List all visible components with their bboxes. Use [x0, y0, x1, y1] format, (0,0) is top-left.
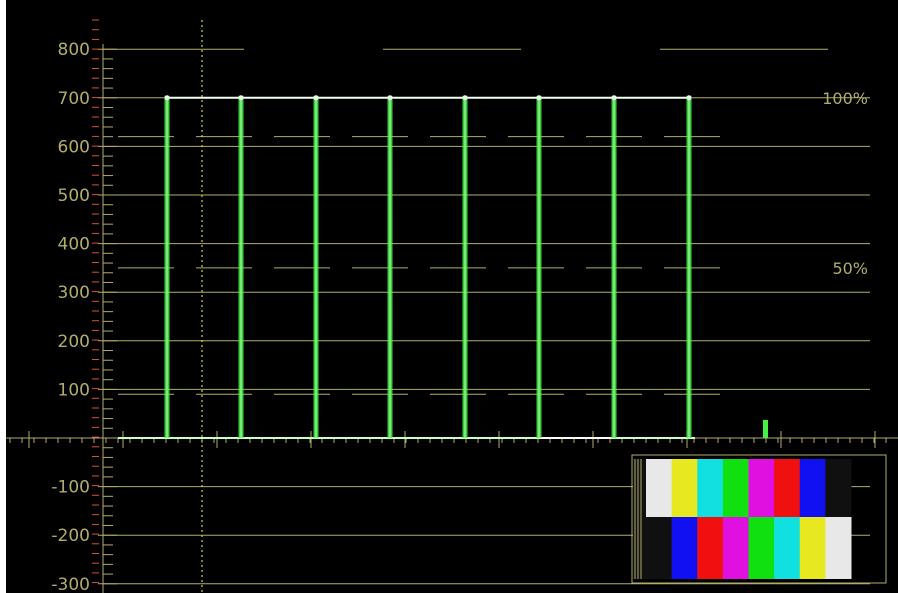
y-axis-labels: 800 700 600 500 400 300 200 100 -100 -200 -300: [51, 40, 90, 593]
top-color-bar: [748, 459, 775, 517]
bottom-color-bar: [774, 517, 801, 579]
waveform-trace: [118, 95, 768, 439]
waveform-peak-dot: [611, 95, 617, 101]
thumbnail-border: [631, 454, 887, 584]
y-axis-label: 100: [58, 380, 90, 400]
y-axis-label: 200: [58, 332, 90, 352]
bottom-color-bar: [748, 517, 775, 579]
y-axis-label: -200: [51, 526, 90, 546]
bottom-color-bar: [825, 517, 852, 579]
bottom-color-bar: [697, 517, 724, 579]
top-color-bar: [722, 459, 749, 517]
top-color-bar: [697, 459, 724, 517]
bottom-color-bar: [799, 517, 826, 579]
waveform-peak-dot: [536, 95, 542, 101]
top-color-bar: [825, 459, 852, 517]
top-color-bar: [774, 459, 801, 517]
top-color-bar: [646, 459, 673, 517]
y-axis-label: -300: [51, 575, 90, 593]
waveform-peak-dot: [387, 95, 393, 101]
y-axis-label: 400: [58, 235, 90, 255]
waveform-peak-dot: [238, 95, 244, 101]
waveform-small-pulse: [763, 420, 768, 438]
y-axis-label: 300: [58, 283, 90, 303]
y-axis-label: -100: [51, 478, 90, 498]
bottom-color-bar: [722, 517, 749, 579]
color-bars-thumbnail: [631, 454, 887, 584]
bottom-color-bar: [671, 517, 698, 579]
percent-marker-label: 100%: [822, 89, 868, 108]
y-axis-label: 500: [58, 186, 90, 206]
vertical-scale-ruler: [92, 19, 117, 593]
y-axis-label: 700: [58, 89, 90, 109]
waveform-peak-dot: [164, 95, 170, 101]
waveform-graticule: 800 700 600 500 400 300 200 100 -100 -200 -300 100…: [6, 19, 898, 593]
top-color-bar: [799, 459, 826, 517]
percent-marker-label: 50%: [832, 259, 868, 278]
waveform-monitor: 800 700 600 500 400 300 200 100 -100 -200 -300 100…: [6, 0, 898, 593]
top-color-bar: [671, 459, 698, 517]
waveform-peak-dot: [462, 95, 468, 101]
waveform-peak-dot: [313, 95, 319, 101]
percent-markers: 100% 50%: [822, 89, 868, 278]
thumbnail-left-border-strip: [633, 459, 646, 579]
y-axis-label: 800: [58, 40, 90, 60]
waveform-peak-dot: [686, 95, 692, 101]
bottom-color-bar: [646, 517, 673, 579]
y-axis-label: 600: [58, 137, 90, 157]
